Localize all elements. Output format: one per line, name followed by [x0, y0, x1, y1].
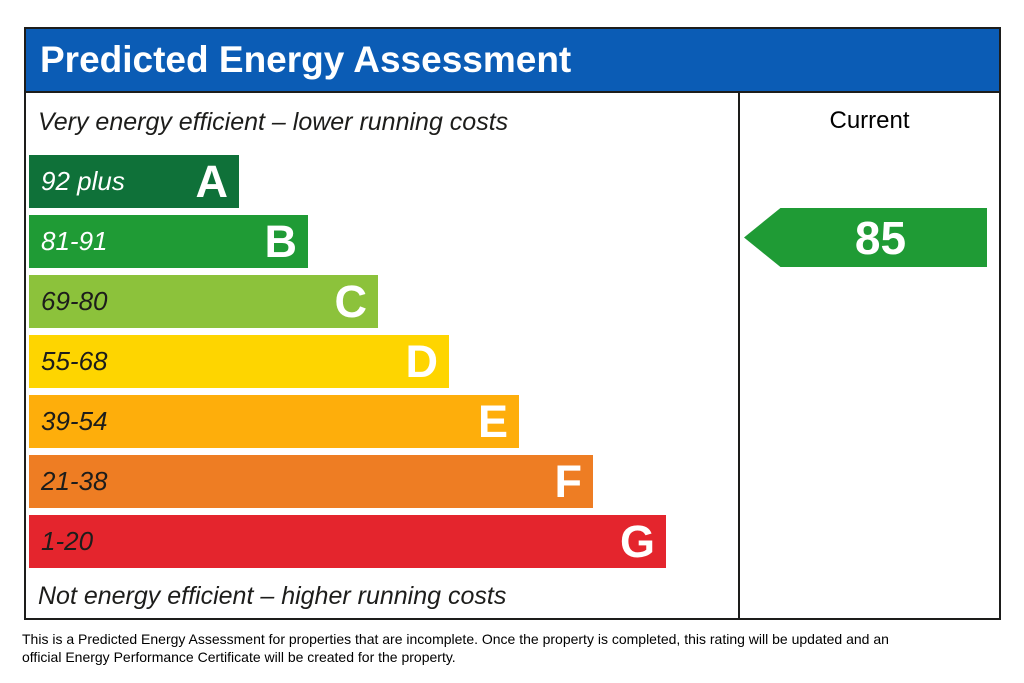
current-column: Current 85 — [740, 93, 999, 618]
band-row-F: 21-38 F — [29, 455, 738, 508]
band-bar-B: 81-91 B — [29, 215, 308, 268]
band-bar-A: 92 plus A — [29, 155, 239, 208]
band-range-C: 69-80 — [41, 286, 108, 316]
band-bar-C: 69-80 C — [29, 275, 378, 328]
band-letter-F: F — [554, 456, 583, 507]
band-row-D: 55-68 D — [29, 335, 738, 388]
band-range-E: 39-54 — [41, 406, 108, 436]
band-letter-B: B — [264, 216, 298, 267]
band-bar-E: 39-54 E — [29, 395, 519, 448]
rating-bands: 92 plus A 81-91 B 69-80 C 55-68 D 39-54 E 21-38 F 1-… — [29, 155, 738, 568]
rating-bands-pane: Very energy efficient – lower running co… — [26, 93, 740, 618]
current-rating-value: 85 — [854, 211, 907, 264]
top-caption: Very energy efficient – lower running co… — [38, 108, 509, 136]
band-range-B: 81-91 — [41, 226, 108, 256]
band-row-B: 81-91 B — [29, 215, 738, 268]
band-letter-D: D — [405, 336, 439, 387]
band-bar-D: 55-68 D — [29, 335, 449, 388]
band-letter-E: E — [477, 396, 508, 447]
band-range-D: 55-68 — [41, 346, 108, 376]
band-range-F: 21-38 — [41, 466, 108, 496]
current-column-header: Current — [829, 107, 910, 134]
band-row-A: 92 plus A — [29, 155, 738, 208]
footer-line-2: official Energy Performance Certificate … — [22, 649, 456, 665]
band-range-A: 92 plus — [41, 166, 125, 196]
band-row-E: 39-54 E — [29, 395, 738, 448]
page-title: Predicted Energy Assessment — [40, 39, 572, 80]
title-bar: Predicted Energy Assessment — [26, 29, 999, 93]
band-bar-G: 1-20 G — [29, 515, 666, 568]
footer-note: This is a Predicted Energy Assessment fo… — [22, 630, 992, 666]
band-letter-C: C — [334, 276, 368, 327]
band-letter-G: G — [619, 516, 655, 567]
certificate-box: Predicted Energy Assessment Very energy … — [24, 27, 1001, 620]
current-rating-arrow: 85 — [744, 208, 987, 267]
band-letter-A: A — [195, 156, 229, 207]
band-row-C: 69-80 C — [29, 275, 738, 328]
footer-line-1: This is a Predicted Energy Assessment fo… — [22, 631, 889, 647]
chart-content: Very energy efficient – lower running co… — [26, 93, 999, 618]
band-bar-F: 21-38 F — [29, 455, 593, 508]
band-range-G: 1-20 — [41, 526, 94, 556]
band-row-G: 1-20 G — [29, 515, 738, 568]
bottom-caption: Not energy efficient – higher running co… — [38, 582, 507, 610]
